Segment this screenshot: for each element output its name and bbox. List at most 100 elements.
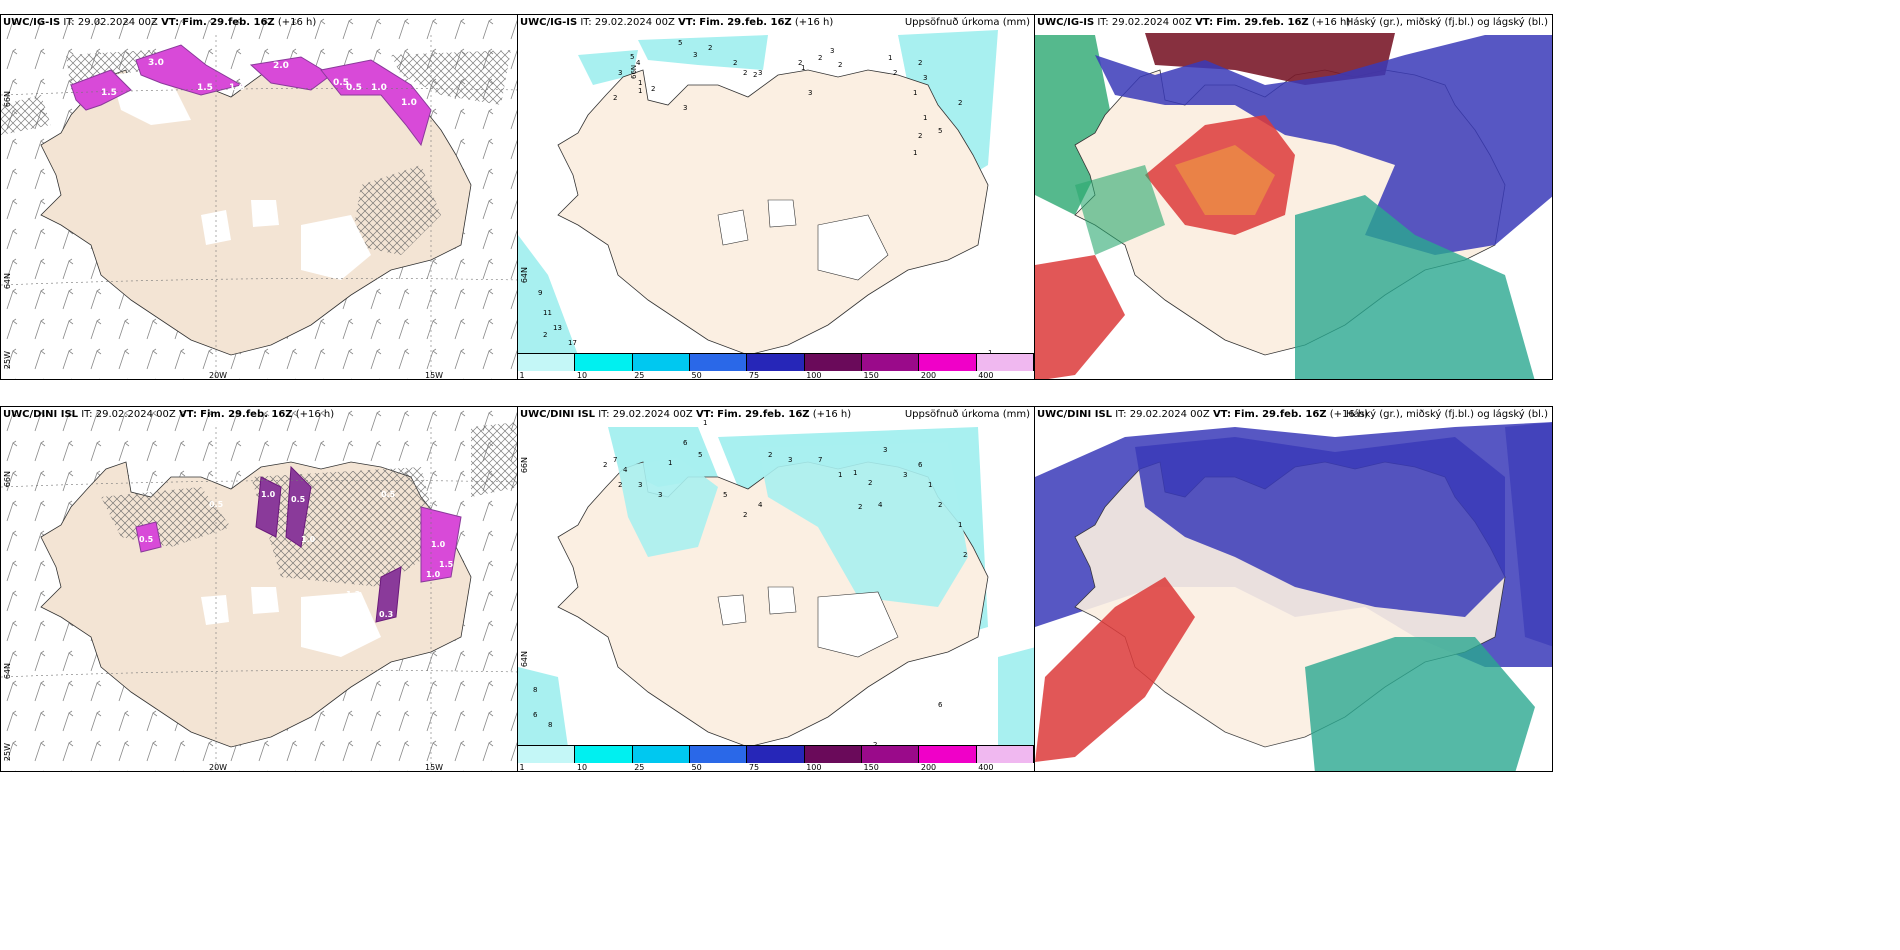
contour-label: 1.0 — [371, 83, 387, 93]
panel-header: UWC/IG-IS IT: 29.02.2024 00Z VT: Fim. 29… — [520, 17, 834, 28]
precip-value: 2 — [733, 59, 737, 67]
precip-value: 6 — [918, 461, 923, 469]
precip-value: 2 — [838, 61, 842, 69]
precip-value: 3 — [903, 471, 907, 479]
colorbar-swatch — [976, 746, 1034, 763]
contour-label: 1.5 — [439, 560, 454, 569]
precip-value: 5 — [723, 491, 727, 499]
colorbar-label: 150 — [863, 763, 879, 772]
contour-label: 1.0 — [261, 490, 276, 499]
colorbar-swatch — [804, 746, 862, 763]
colorbar-label: 150 — [863, 371, 879, 380]
precip-value: 1 — [668, 459, 672, 467]
precip-value: 6 — [683, 439, 688, 447]
map-clouds — [1035, 15, 1552, 379]
colorbar-swatch — [919, 354, 977, 371]
precip-value: 2 — [893, 69, 897, 77]
lon-label: 15W — [425, 371, 444, 380]
colorbar-swatch — [689, 354, 748, 371]
precip-value: 2 — [918, 59, 922, 67]
precip-value: 17 — [568, 339, 577, 347]
colorbar-label: 100 — [806, 371, 822, 380]
contour-label: 1.0 — [301, 535, 316, 544]
colorbar-swatch — [861, 746, 920, 763]
colorbar-label: 50 — [691, 371, 702, 380]
colorbar-swatch — [804, 354, 862, 371]
precip-value: 8 — [548, 721, 552, 729]
precip-value: 2 — [768, 451, 772, 459]
contour-label: 1.0 — [431, 540, 446, 549]
precip-value: 3 — [923, 74, 927, 82]
precip-value: 2 — [708, 44, 712, 52]
lat-label: 64N — [3, 663, 12, 680]
lon-label: 25W — [3, 743, 12, 762]
contour-label: 0.5 — [209, 500, 224, 509]
precip-value: 3 — [618, 69, 622, 77]
precip-value: 7 — [818, 456, 822, 464]
precip-value: 5 — [938, 127, 942, 135]
precip-value: 1 — [638, 87, 642, 95]
panel-top-wind-precip: UWC/IG-IS IT: 29.02.2024 00Z VT: Fim. 29… — [0, 14, 518, 380]
precip-value: 9 — [538, 289, 542, 297]
precip-value: 1 — [801, 64, 805, 72]
colorbar: 1 10 25 50 75 100 150 200 400 — [518, 745, 1034, 771]
precip-value: 6 — [533, 711, 538, 719]
precip-value: 1 — [923, 114, 927, 122]
precip-value: 1 — [913, 149, 917, 157]
contour-label: 0.5 — [333, 78, 349, 88]
colorbar-label: 1 — [519, 763, 525, 772]
colorbar-label: 75 — [748, 371, 760, 380]
precip-value: 8 — [533, 686, 537, 694]
precip-value: 1 — [888, 54, 892, 62]
contour-label: 0.3 — [379, 610, 393, 619]
precip-value: 3 — [638, 481, 642, 489]
panel-header: UWC/DINI ISL IT: 29.02.2024 00Z VT: Fim.… — [520, 409, 852, 420]
colorbar-label: 10 — [576, 371, 588, 380]
lat-label: 66N — [3, 91, 12, 108]
contour-label: 1.0 — [401, 98, 417, 108]
colorbar-label: 200 — [920, 763, 937, 772]
panel-top-clouds: UWC/IG-IS IT: 29.02.2024 00Z VT: Fim. 29… — [1034, 14, 1553, 380]
panel-header: UWC/DINI ISL IT: 29.02.2024 00Z VT: Fim.… — [3, 409, 335, 420]
panel-bottom-wind-precip: UWC/DINI ISL IT: 29.02.2024 00Z VT: Fim.… — [0, 406, 518, 772]
colorbar-swatch — [976, 354, 1034, 371]
colorbar-swatch — [861, 354, 920, 371]
contour-label: 1.5 — [101, 88, 117, 98]
precip-value: 2 — [743, 511, 747, 519]
contour-label: 0.5 — [381, 490, 396, 499]
precip-value: 1 — [703, 419, 707, 427]
precip-value: 1 — [638, 79, 642, 87]
precip-value: 7 — [613, 456, 617, 464]
precip-value: 5 — [630, 53, 634, 61]
precip-value: 2 — [938, 501, 942, 509]
contour-label: 0.5 — [346, 83, 362, 93]
lat-label: 64N — [3, 273, 12, 290]
precip-value: 2 — [618, 481, 622, 489]
map-clouds — [1035, 407, 1552, 771]
precip-value: 2 — [743, 69, 747, 77]
precip-value: 2 — [651, 85, 655, 93]
precip-value: 1 — [913, 89, 917, 97]
precip-value: 5 — [678, 39, 682, 47]
precip-value: 2 — [963, 551, 967, 559]
colorbar-swatch — [575, 746, 633, 763]
colorbar-label: 400 — [978, 763, 994, 772]
precip-value: 4 — [878, 501, 883, 509]
colorbar-label: 25 — [634, 763, 645, 772]
precip-value: 2 — [818, 54, 822, 62]
colorbar-label: 400 — [978, 371, 994, 380]
contour-label: 0.5 — [291, 495, 306, 504]
precip-value: 5 — [698, 451, 702, 459]
lat-label: 64N — [520, 651, 529, 668]
lat-label: 64N — [520, 267, 529, 284]
precip-value: 13 — [553, 324, 562, 332]
precip-value: 2 — [918, 132, 922, 140]
map-wind-precip: 3.0 2.0 1.5 1.0 1.0 1.5 0.5 0.5 1.0 — [1, 15, 517, 379]
colorbar-label: 1 — [519, 371, 525, 380]
panel-header: UWC/IG-IS IT: 29.02.2024 00Z VT: Fim. 29… — [3, 17, 317, 28]
precip-value: 3 — [758, 69, 762, 77]
colorbar-label: 10 — [576, 763, 588, 772]
precip-value: 3 — [830, 47, 834, 55]
precip-value: 1 — [928, 481, 932, 489]
